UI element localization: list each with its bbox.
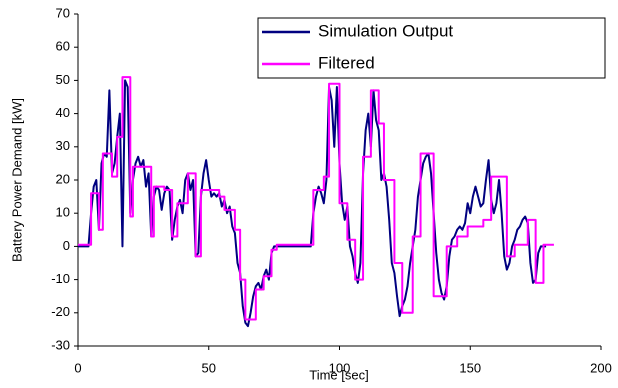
y-tick-label: -10 — [51, 271, 70, 286]
y-tick-label: 0 — [63, 238, 70, 253]
legend-label: Filtered — [318, 53, 375, 72]
y-tick-label: 40 — [56, 105, 70, 120]
x-tick-label: 50 — [202, 360, 216, 375]
y-tick-label: 20 — [56, 171, 70, 186]
legend-label: Simulation Output — [318, 21, 453, 40]
series-line — [78, 79, 547, 328]
y-tick-label: -30 — [51, 337, 70, 352]
x-tick-label: 0 — [74, 360, 81, 375]
legend-box — [257, 17, 606, 79]
x-axis-label: Time [sec] — [309, 367, 368, 382]
y-axis-label: Battery Power Demand [kW] — [9, 98, 24, 262]
x-tick-label: 200 — [590, 360, 612, 375]
x-tick-label: 150 — [459, 360, 481, 375]
x-tick-label: 100 — [329, 360, 351, 375]
y-tick-label: 50 — [56, 72, 70, 87]
y-tick-label: -20 — [51, 304, 70, 319]
y-tick-label: 70 — [56, 5, 70, 20]
y-tick-label: 10 — [56, 205, 70, 220]
series-line — [78, 76, 554, 321]
y-tick-label: 60 — [56, 39, 70, 54]
y-tick-label: 30 — [56, 138, 70, 153]
